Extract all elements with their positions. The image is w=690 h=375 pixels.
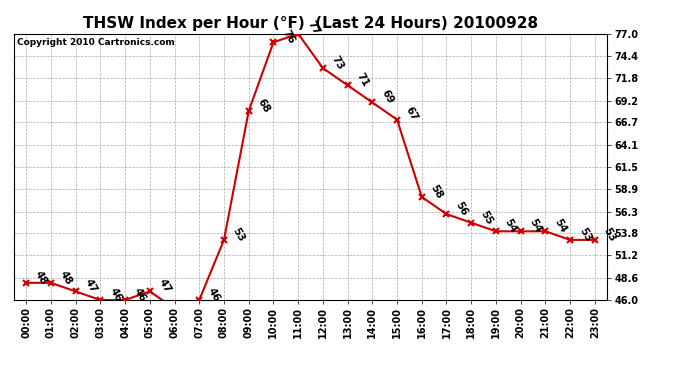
Text: 67: 67 (404, 105, 420, 123)
Text: 58: 58 (428, 183, 444, 200)
Text: 53: 53 (602, 226, 618, 243)
Text: 46: 46 (107, 286, 124, 303)
Text: 53: 53 (231, 226, 247, 243)
Text: 48: 48 (33, 268, 49, 286)
Text: 48: 48 (58, 268, 74, 286)
Title: THSW Index per Hour (°F)  (Last 24 Hours) 20100928: THSW Index per Hour (°F) (Last 24 Hours)… (83, 16, 538, 31)
Text: 68: 68 (255, 97, 272, 114)
Text: 77: 77 (305, 20, 321, 37)
Text: 56: 56 (453, 200, 469, 217)
Text: 55: 55 (478, 209, 494, 226)
Text: 73: 73 (330, 54, 346, 72)
Text: 46: 46 (132, 286, 148, 303)
Text: 47: 47 (157, 277, 172, 295)
Text: Copyright 2010 Cartronics.com: Copyright 2010 Cartronics.com (17, 38, 175, 47)
Text: 71: 71 (355, 71, 371, 88)
Text: 45: 45 (0, 374, 1, 375)
Text: 54: 54 (503, 217, 519, 235)
Text: 46: 46 (206, 286, 222, 303)
Text: 53: 53 (577, 226, 593, 243)
Text: 54: 54 (552, 217, 569, 235)
Text: 69: 69 (380, 88, 395, 106)
Text: 47: 47 (83, 277, 99, 295)
Text: 54: 54 (528, 217, 544, 235)
Text: 76: 76 (280, 28, 296, 46)
